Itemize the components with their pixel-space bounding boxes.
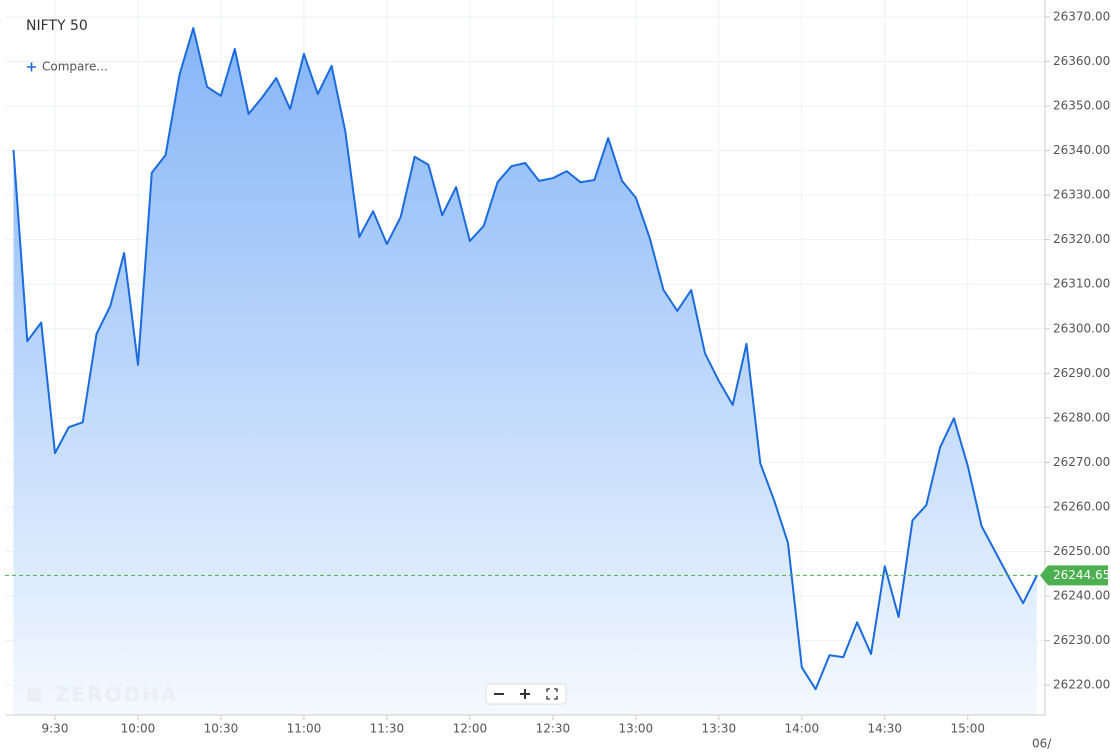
chart-title: NIFTY 50: [26, 18, 88, 34]
watermark: ZERODHA: [55, 683, 178, 707]
y-tick-label: 26250.00: [1053, 544, 1110, 558]
y-tick-label: 26330.00: [1053, 188, 1110, 202]
y-tick-label: 26270.00: [1053, 455, 1110, 469]
x-tick-label: 14:30: [867, 722, 902, 736]
y-tick-label: 26280.00: [1053, 410, 1110, 424]
x-tick-label: 13:00: [619, 722, 654, 736]
x-tick-label: 13:30: [702, 722, 737, 736]
x-tick-label: 12:00: [453, 722, 488, 736]
compare-button[interactable]: Compare...: [27, 60, 108, 74]
x-tick-label: 14:00: [785, 722, 820, 736]
y-tick-label: 26300.00: [1053, 321, 1110, 335]
y-tick-label: 26240.00: [1053, 589, 1110, 603]
x-tick-label: 9:30: [42, 722, 69, 736]
y-tick-label: 26320.00: [1053, 232, 1110, 246]
y-tick-label: 26350.00: [1053, 99, 1110, 113]
y-tick-label: 26290.00: [1053, 366, 1110, 380]
plot: [5, 27, 1045, 716]
last-price-tag: [1040, 565, 1108, 586]
y-tick-label: 26360.00: [1053, 54, 1110, 68]
zoom-controls: [485, 683, 567, 705]
y-tick-label: 26370.00: [1053, 9, 1110, 23]
y-tick-label: 26310.00: [1053, 277, 1110, 291]
zoom-in-button[interactable]: [520, 689, 530, 699]
y-tick-label: 26340.00: [1053, 143, 1110, 157]
y-tick-label: 26220.00: [1053, 678, 1110, 692]
x-tick-label: 11:00: [287, 722, 322, 736]
y-tick-label: 26260.00: [1053, 499, 1110, 513]
date-label: 06/: [1032, 737, 1052, 751]
x-tick-label: 15:00: [950, 722, 985, 736]
y-tick-label: 26230.00: [1053, 633, 1110, 647]
watermark-logo: ZERODHA: [27, 683, 178, 707]
compare-label[interactable]: Compare...: [42, 60, 108, 74]
area: [13, 28, 1037, 716]
axes: 26220.00 26230.00 26240.00 26250.00 26260.00…: [42, 9, 1111, 735]
x-tick-label: 10:30: [204, 722, 239, 736]
x-tick-label: 11:30: [370, 722, 405, 736]
x-tick-label: 12:30: [536, 722, 571, 736]
watermark-icon: [27, 688, 41, 702]
plus-icon: [27, 62, 36, 72]
x-tick-label: 10:00: [121, 722, 156, 736]
fullscreen-button[interactable]: [546, 688, 558, 700]
last-price-label: 26244.65: [1053, 568, 1110, 582]
line: [12, 27, 1038, 691]
